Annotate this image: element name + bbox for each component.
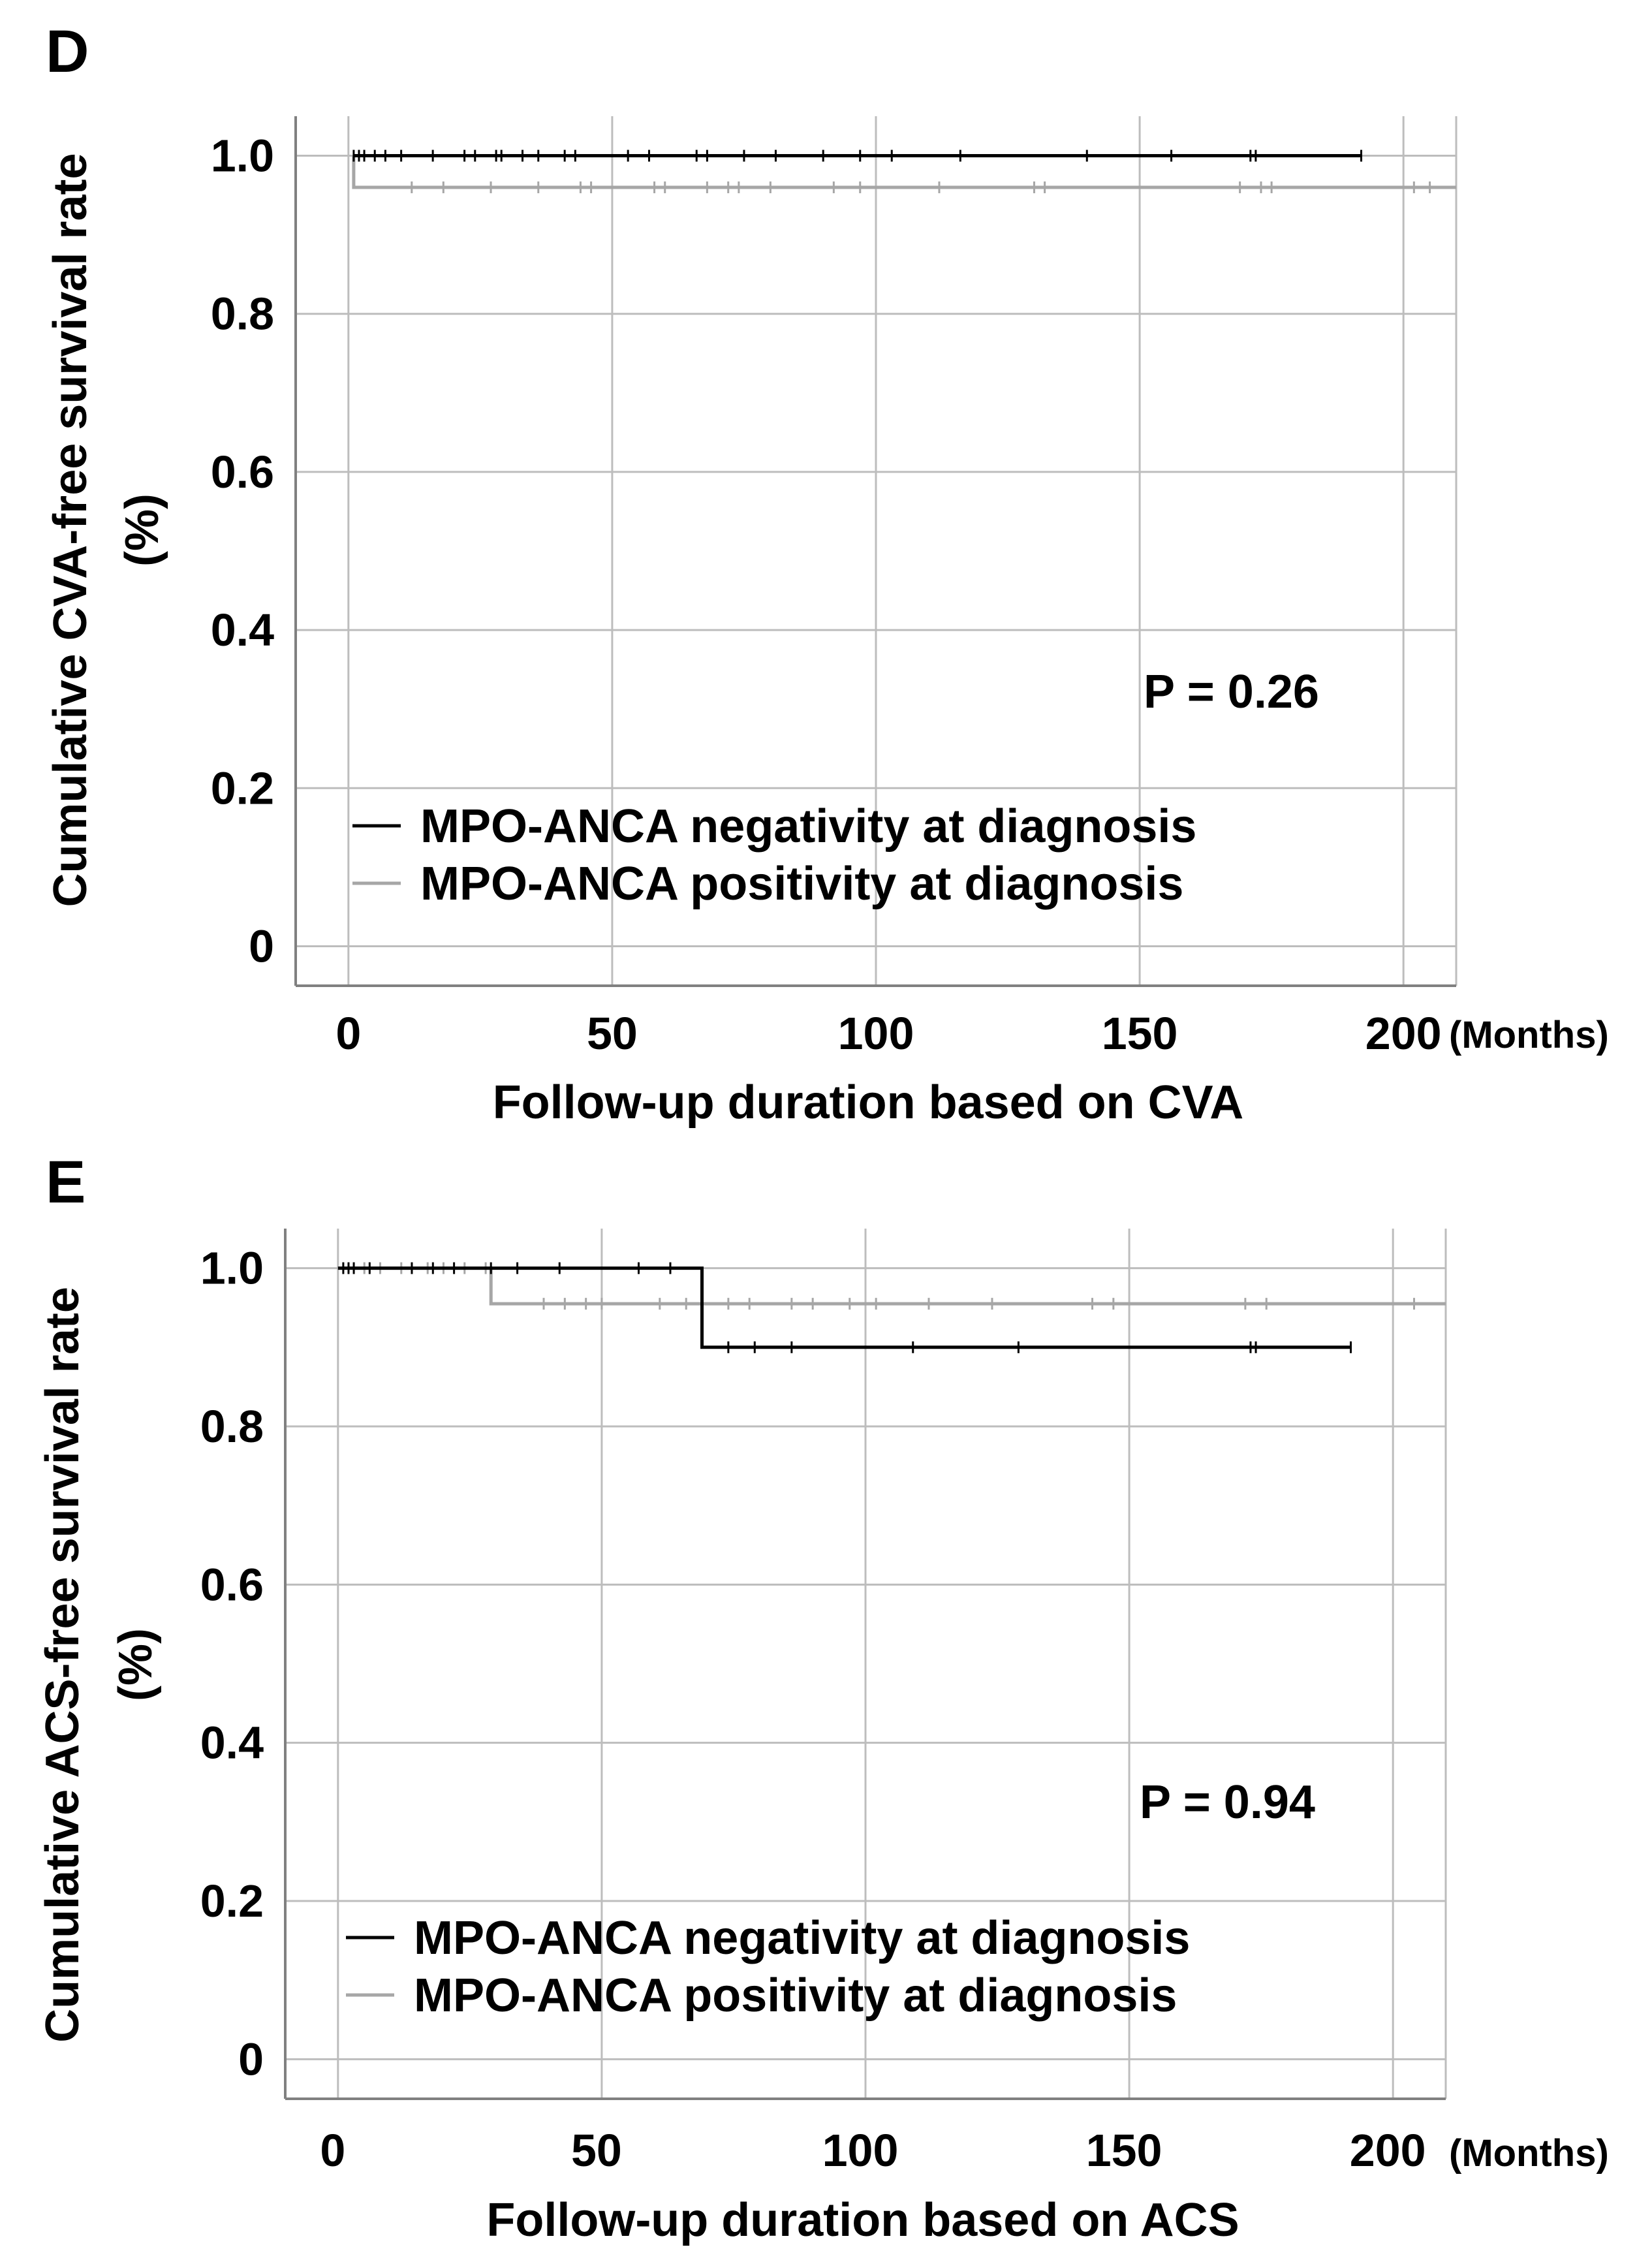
y-tick-label: 0.6 xyxy=(200,1559,264,1610)
y-tick-label: 0 xyxy=(238,2034,264,2084)
x-tick-label: 150 xyxy=(1086,2125,1162,2176)
y-tick-labels: 0 0.2 0.4 0.6 0.8 1.0 xyxy=(200,1243,264,2085)
axes xyxy=(284,1229,1446,2100)
legend: MPO-ANCA negativity at diagnosis MPO-ANC… xyxy=(352,800,1196,910)
x-tick-label: 100 xyxy=(822,2125,899,2176)
x-tick-label: 150 xyxy=(1102,1008,1178,1059)
x-axis-title: Follow-up duration based on ACS xyxy=(486,2194,1239,2246)
x-tick-label: 200 xyxy=(1365,1008,1442,1059)
axes xyxy=(294,116,1456,987)
series-negativity xyxy=(337,1262,1352,1353)
y-tick-labels: 0 0.2 0.4 0.6 0.8 1.0 xyxy=(211,131,274,972)
x-tick-labels: 0 50 100 150 200 xyxy=(335,1008,1441,1059)
y-axis-title-line1: Cumulative ACS-free survival rate xyxy=(37,1287,89,2043)
series-layer xyxy=(352,149,1456,193)
panel-label: E xyxy=(46,1149,86,1216)
panel-label: D xyxy=(46,18,89,85)
y-tick-label: 1.0 xyxy=(200,1243,264,1294)
p-value-annotation: P = 0.26 xyxy=(1144,666,1319,718)
y-tick-label: 0.2 xyxy=(211,762,274,813)
series-negativity xyxy=(352,149,1363,162)
y-tick-label: 0 xyxy=(249,920,274,971)
y-tick-label: 0.4 xyxy=(200,1718,264,1768)
y-axis-title-line1: Cumulative CVA-free survival rate xyxy=(44,153,97,907)
x-tick-label: 50 xyxy=(571,2125,622,2176)
legend-label-positivity: MPO-ANCA positivity at diagnosis xyxy=(420,858,1183,910)
x-axis-title: Follow-up duration based on CVA xyxy=(493,1076,1244,1129)
survival-step-line xyxy=(337,1266,1351,1349)
x-tick-labels: 0 50 100 150 200 xyxy=(320,2125,1426,2176)
y-tick-label: 1.0 xyxy=(211,131,274,181)
y-tick-label: 0.8 xyxy=(200,1401,264,1452)
survival-step-line xyxy=(352,155,1456,189)
survival-step-line xyxy=(337,1266,1446,1306)
x-unit-label: (Months) xyxy=(1449,1014,1609,1056)
p-value-annotation: P = 0.94 xyxy=(1140,1776,1315,1829)
x-tick-label: 200 xyxy=(1350,2125,1426,2176)
x-tick-label: 100 xyxy=(838,1008,914,1059)
y-tick-label: 0.2 xyxy=(200,1876,264,1926)
series-positivity xyxy=(352,155,1456,193)
y-axis-title-line2: (%) xyxy=(116,494,168,567)
legend: MPO-ANCA negativity at diagnosis MPO-ANC… xyxy=(346,1912,1190,2022)
x-tick-label: 50 xyxy=(587,1008,638,1059)
y-tick-label: 0.6 xyxy=(211,447,274,497)
legend-label-positivity: MPO-ANCA positivity at diagnosis xyxy=(414,1970,1177,2022)
panel-e: E 0 0.2 0.4 0.6 0.8 1.0 0 50 100 150 200 (Months)… xyxy=(37,1149,1609,2246)
x-tick-label: 0 xyxy=(335,1008,361,1059)
series-layer xyxy=(337,1262,1446,1353)
x-unit-label: (Months) xyxy=(1449,2132,1609,2175)
panel-d: D 0 0.2 0.4 0.6 0.8 1.0 0 50 100 150 200 (Months)… xyxy=(44,18,1609,1129)
legend-label-negativity: MPO-ANCA negativity at diagnosis xyxy=(420,800,1196,853)
x-tick-label: 0 xyxy=(320,2125,345,2176)
legend-label-negativity: MPO-ANCA negativity at diagnosis xyxy=(414,1912,1190,1964)
y-axis-title-line2: (%) xyxy=(110,1628,162,1701)
y-tick-label: 0.8 xyxy=(211,289,274,339)
grid xyxy=(296,116,1457,986)
grid xyxy=(285,1229,1447,2099)
y-tick-label: 0.4 xyxy=(211,605,274,655)
